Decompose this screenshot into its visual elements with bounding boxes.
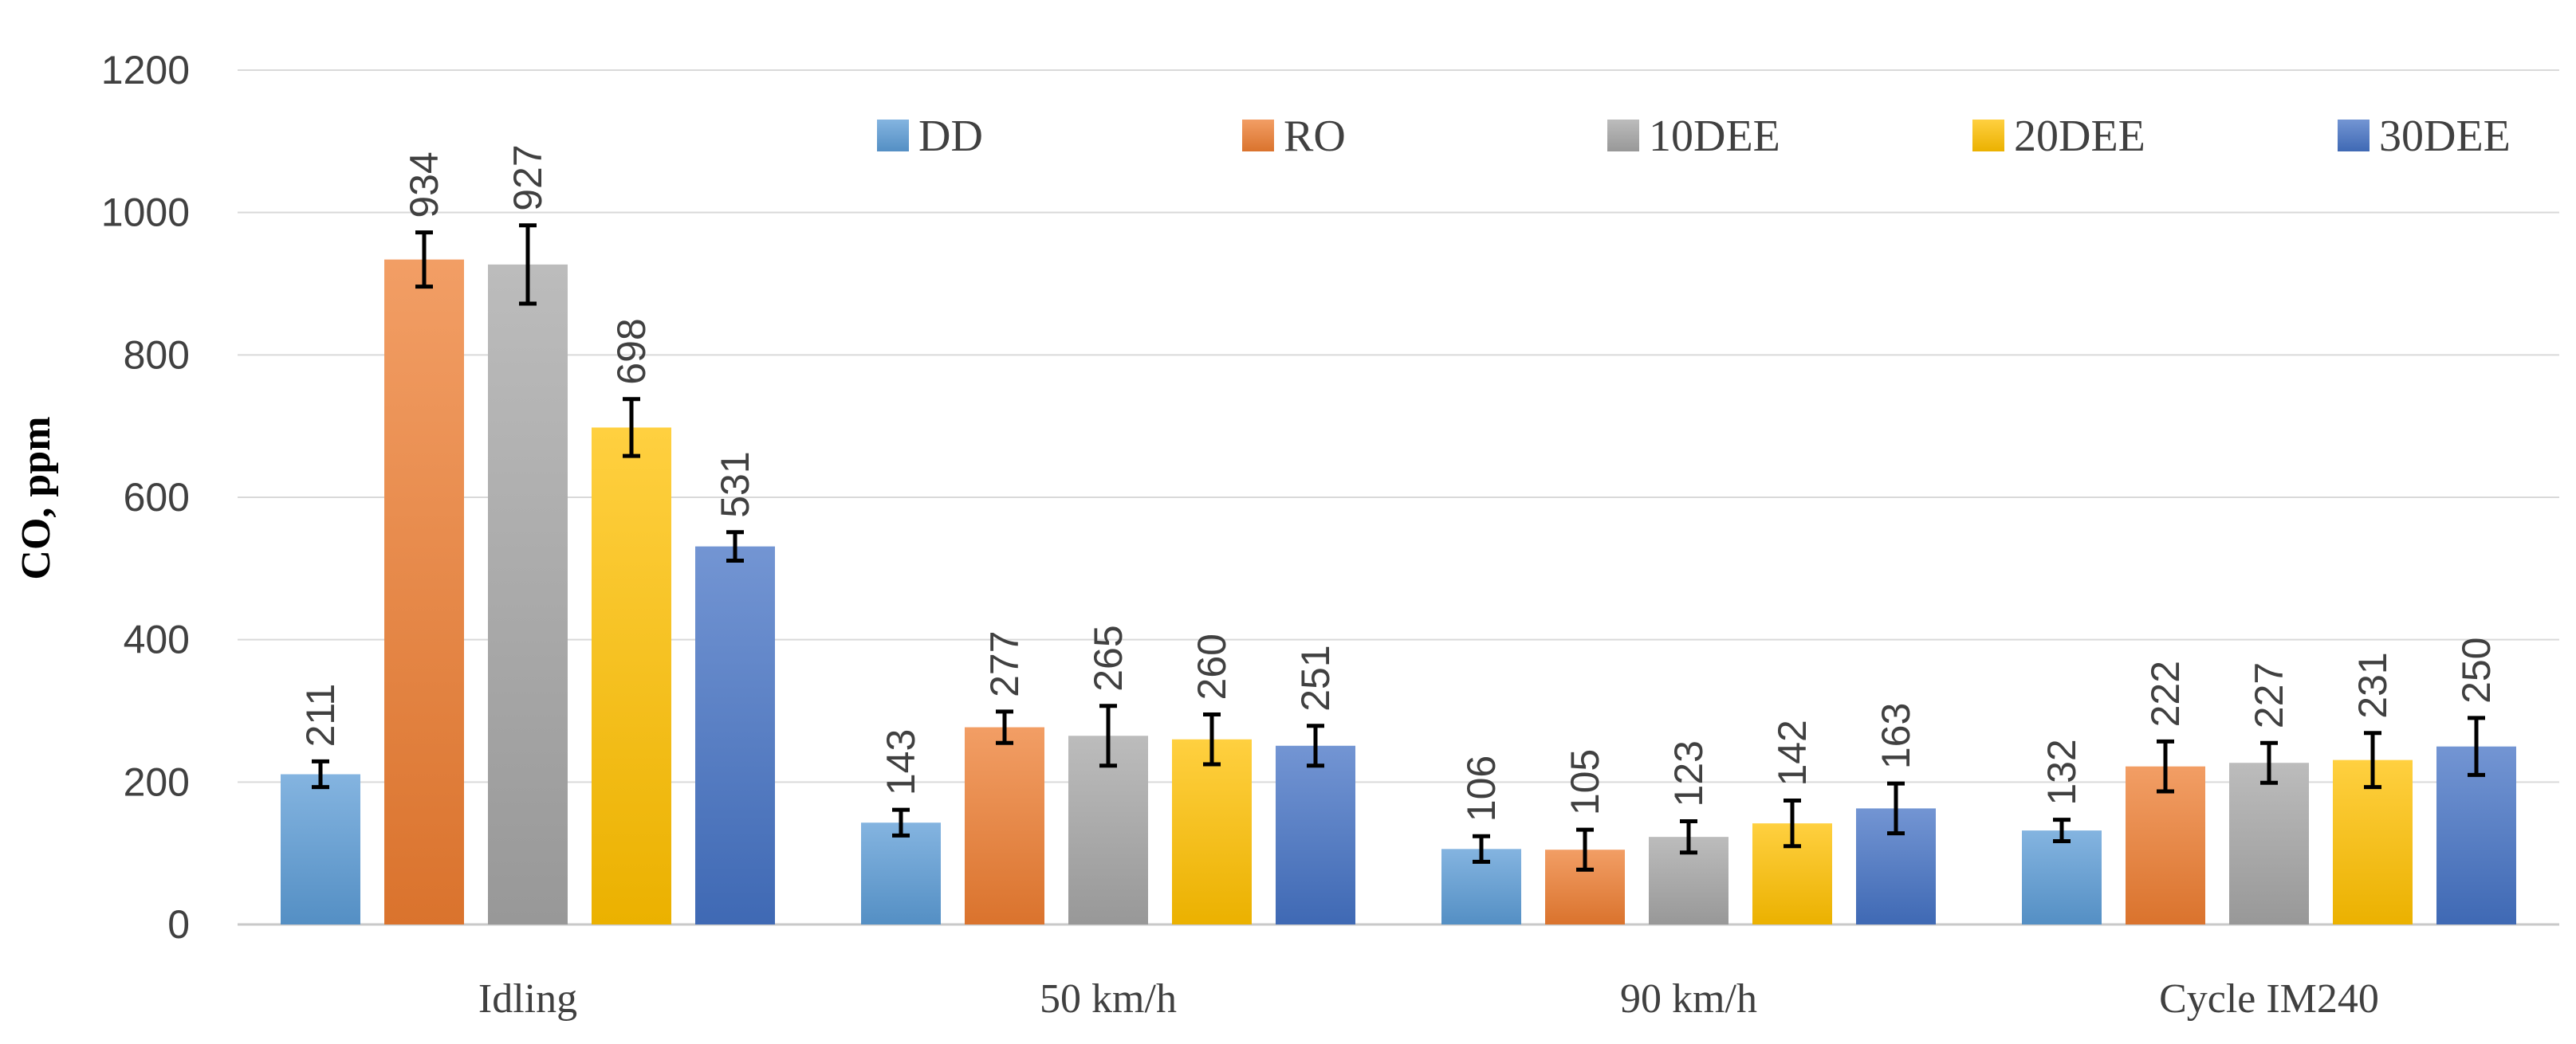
error-bar — [892, 807, 910, 838]
y-tick-label: 0 — [167, 902, 190, 947]
bar-30dee-1 — [1276, 745, 1355, 924]
data-label: 142 — [1770, 720, 1815, 786]
error-bar — [1473, 834, 1490, 864]
y-tick-label: 1200 — [101, 48, 190, 92]
error-bar — [2260, 740, 2278, 785]
legend-item-ro: RO — [1242, 112, 1346, 161]
legend-label: 10DEE — [1649, 112, 1780, 161]
legend-item-30dee: 30DEE — [2338, 112, 2511, 161]
error-bar — [1680, 818, 1697, 855]
data-label: 927 — [505, 144, 550, 210]
data-label: 250 — [2454, 637, 2499, 703]
legend-swatch — [2338, 120, 2370, 151]
legend-swatch — [1972, 120, 2004, 151]
error-bar — [415, 230, 433, 289]
y-tick-label: 200 — [124, 759, 190, 804]
legend-item-dd: DD — [877, 112, 983, 161]
legend-item-20dee: 20DEE — [1972, 112, 2145, 161]
x-category-label: 50 km/h — [1040, 976, 1177, 1022]
bar-10dee-0 — [488, 264, 568, 924]
data-label: 132 — [2039, 739, 2084, 805]
bar-dd-0 — [281, 774, 360, 924]
y-tick-label: 600 — [124, 475, 190, 520]
error-bar — [2468, 716, 2485, 777]
data-label: 260 — [1190, 634, 1234, 700]
bar-10dee-3 — [2229, 763, 2309, 924]
error-bar — [1887, 781, 1905, 836]
data-label: 143 — [879, 729, 923, 795]
x-category-label: 90 km/h — [1620, 976, 1757, 1022]
error-bar — [312, 759, 329, 790]
data-label: 222 — [2143, 661, 2188, 727]
data-label: 163 — [1874, 703, 1918, 769]
bar-dd-3 — [2022, 830, 2102, 924]
error-bar — [996, 709, 1013, 745]
legend-label: 30DEE — [2379, 112, 2511, 161]
legend-label: 20DEE — [2014, 112, 2145, 161]
data-label: 251 — [1293, 645, 1338, 711]
error-bar — [1307, 724, 1324, 768]
error-bar — [1203, 712, 1221, 767]
legend-swatch — [1607, 120, 1639, 151]
data-label: 934 — [402, 151, 446, 218]
data-labels: 211 934 927 698 531 143 277 265 260 251 106 105 123 1… — [298, 144, 2499, 822]
bar-dd-1 — [861, 822, 941, 924]
error-bar — [2053, 818, 2071, 843]
y-axis-ticks: 0 200 400 600 800 1000 1200 — [101, 48, 190, 947]
data-label: 105 — [1563, 749, 1607, 815]
error-bar — [1576, 827, 1594, 872]
error-bar — [623, 397, 640, 458]
legend: DD RO 10DEE 20DEE 30DEE — [877, 112, 2511, 161]
legend-item-10dee: 10DEE — [1607, 112, 1780, 161]
data-label: 123 — [1666, 740, 1711, 807]
error-bar — [1784, 799, 1801, 849]
bar-30dee-0 — [695, 546, 775, 924]
bar-20dee-0 — [592, 427, 671, 924]
y-axis-title: CO, ppm — [14, 416, 59, 579]
error-bar — [2157, 739, 2174, 794]
error-bar — [1099, 704, 1117, 768]
legend-swatch — [1242, 120, 1274, 151]
gridlines — [238, 69, 2559, 926]
x-axis-categories: Idling 50 km/h 90 km/h Cycle IM240 — [478, 976, 2379, 1022]
bars — [281, 259, 2516, 924]
data-label: 265 — [1086, 625, 1131, 691]
legend-label: DD — [918, 112, 983, 161]
error-bar — [2364, 731, 2381, 790]
data-label: 211 — [298, 684, 343, 748]
x-category-label: Idling — [478, 976, 577, 1022]
bar-20dee-1 — [1172, 739, 1252, 924]
data-label: 531 — [713, 451, 757, 517]
data-label: 106 — [1459, 756, 1504, 822]
x-category-label: Cycle IM240 — [2159, 976, 2379, 1022]
error-bar — [519, 223, 537, 306]
legend-label: RO — [1284, 112, 1346, 161]
data-label: 227 — [2247, 662, 2291, 728]
y-tick-label: 400 — [124, 618, 190, 662]
bar-ro-1 — [965, 727, 1044, 924]
y-tick-label: 800 — [124, 332, 190, 377]
data-label: 698 — [609, 318, 654, 384]
bar-ro-0 — [384, 259, 464, 924]
data-label: 277 — [982, 630, 1027, 697]
error-bars — [312, 223, 2485, 872]
legend-swatch — [877, 120, 909, 151]
y-tick-label: 1000 — [101, 190, 190, 235]
data-label: 231 — [2350, 652, 2395, 718]
error-bar — [726, 530, 744, 563]
